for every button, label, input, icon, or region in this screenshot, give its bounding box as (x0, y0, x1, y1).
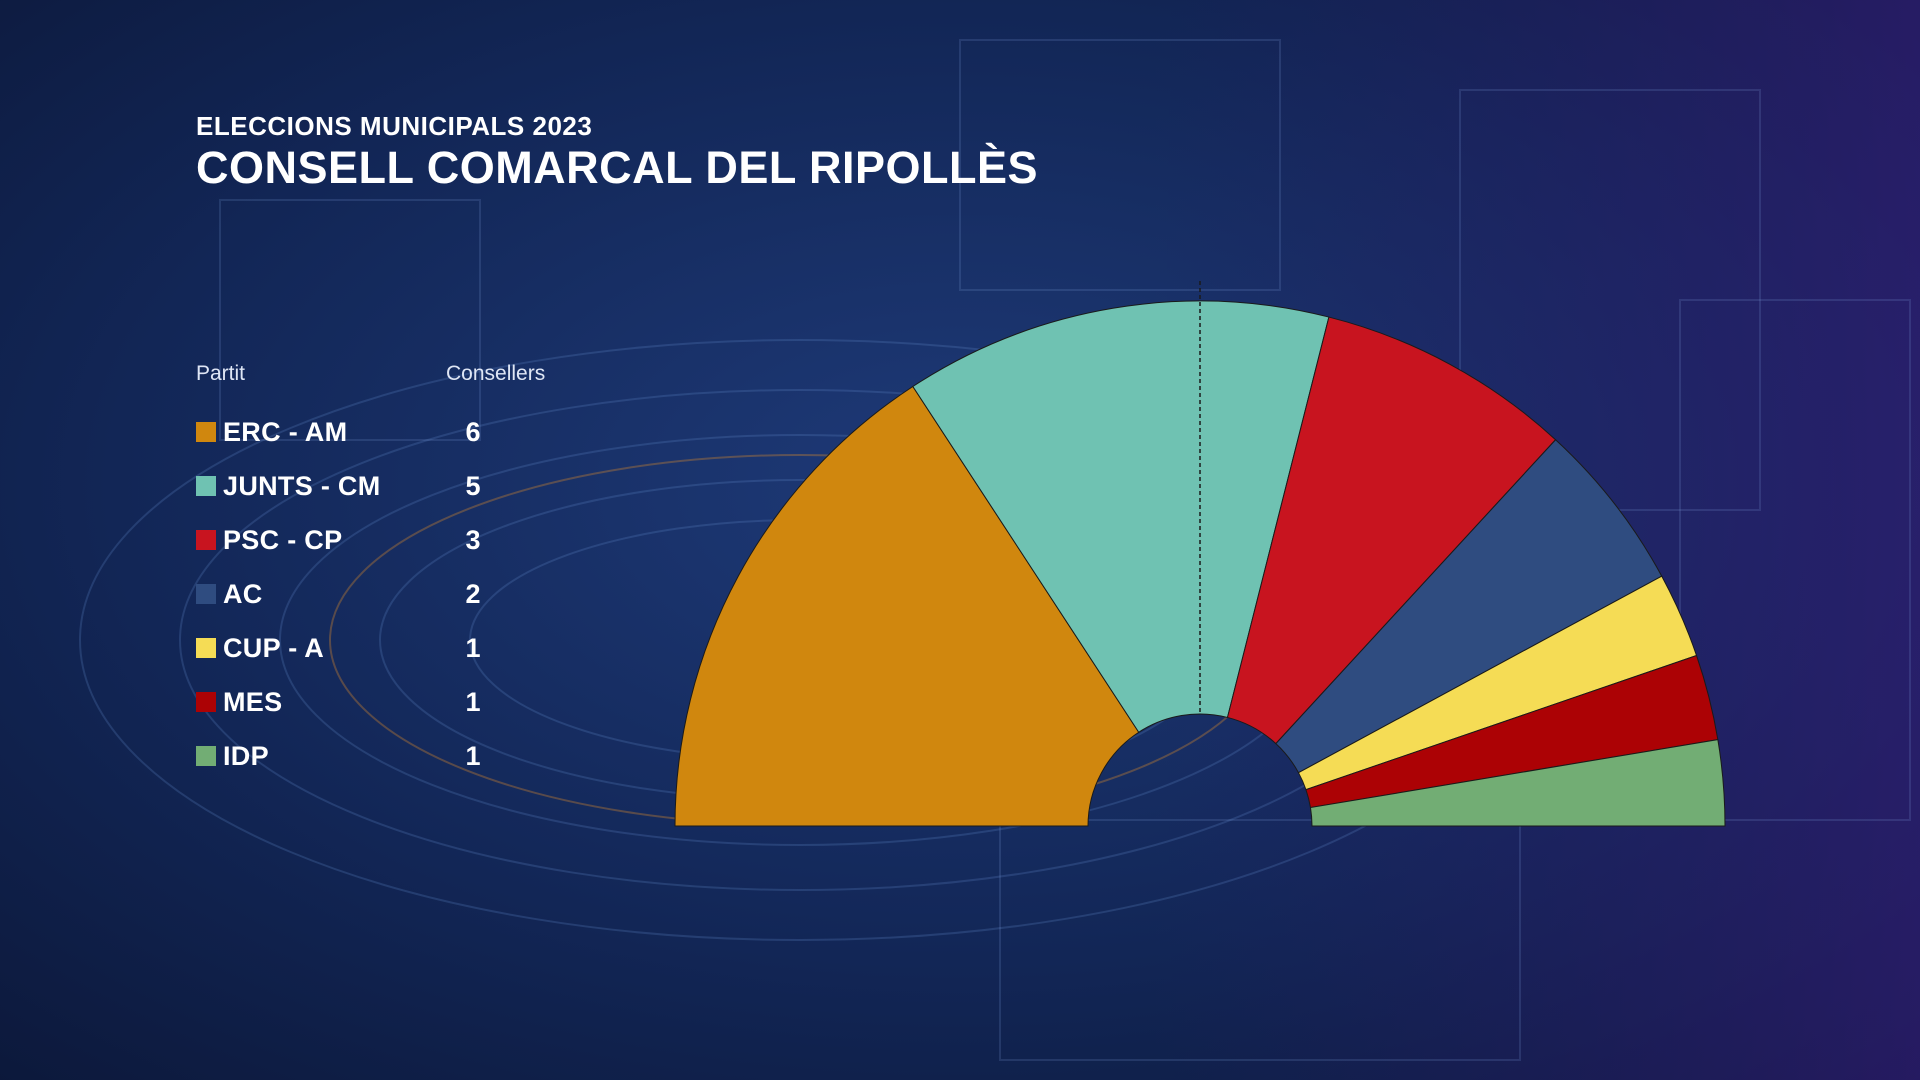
legend-row: ERC - AM 6 (196, 414, 576, 468)
legend-swatch (196, 422, 216, 442)
legend-swatch (196, 638, 216, 658)
legend-header: Partit Consellers (196, 362, 576, 392)
legend-row: MES 1 (196, 684, 576, 738)
legend-row: PSC - CP 3 (196, 522, 576, 576)
hemicycle-segment-psc-cp (1226, 316, 1557, 745)
legend-party-name: AC (223, 579, 263, 609)
legend-party-name: PSC - CP (223, 525, 343, 555)
legend-row: AC 2 (196, 576, 576, 630)
legend-party-name: ERC - AM (223, 417, 348, 447)
legend-seat-count: 3 (465, 525, 481, 555)
chart-title: CONSELL COMARCAL DEL RIPOLLÈS (196, 142, 1039, 193)
legend-seat-count: 1 (465, 687, 481, 717)
legend-seats-header: Consellers (446, 362, 546, 385)
legend-party-name: IDP (223, 741, 269, 771)
legend-row: IDP 1 (196, 738, 576, 792)
legend-swatch (196, 530, 216, 550)
legend-row: JUNTS - CM 5 (196, 468, 576, 522)
legend-party-name: MES (223, 687, 283, 717)
legend-seat-count: 2 (465, 579, 481, 609)
legend-seat-count: 5 (465, 471, 481, 501)
legend-swatch (196, 746, 216, 766)
legend-party-name: JUNTS - CM (223, 471, 381, 501)
header: ELECCIONS MUNICIPALS 2023 CONSELL COMARC… (196, 110, 1038, 194)
legend-seat-count: 6 (465, 417, 481, 447)
hemicycle-segment-erc-am (674, 385, 1140, 827)
hemicycle-segment-junts-cm (912, 300, 1330, 733)
legend-seat-count: 1 (465, 633, 481, 663)
legend-party-name: CUP - A (223, 633, 325, 663)
chart-supertitle: ELECCIONS MUNICIPALS 2023 (196, 111, 593, 141)
hemicycle-segment-ac (1275, 439, 1663, 774)
legend-rows: ERC - AM 6 JUNTS - CM 5 PSC - CP 3 AC 2 … (196, 414, 576, 792)
legend-swatch (196, 476, 216, 496)
legend-party-header: Partit (196, 362, 246, 385)
legend-swatch (196, 584, 216, 604)
legend-seat-count: 1 (465, 741, 481, 771)
legend-swatch (196, 692, 216, 712)
legend-row: CUP - A 1 (196, 630, 576, 684)
hemicycle-segment-idp (1309, 739, 1726, 827)
results-legend: Partit Consellers ERC - AM 6 JUNTS - CM … (196, 362, 576, 792)
